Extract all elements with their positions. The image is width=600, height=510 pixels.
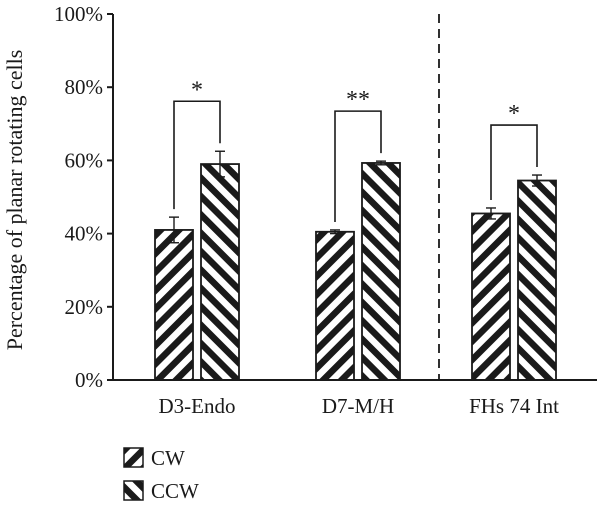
- y-tick-label: 20%: [65, 295, 104, 319]
- significance-bracket: [490, 124, 538, 200]
- y-tick-label: 80%: [65, 75, 104, 99]
- y-tick-label: 40%: [65, 222, 104, 246]
- y-tick-label: 60%: [65, 148, 104, 172]
- significance-bracket: [173, 100, 221, 210]
- plot-area: 0% 20% 40% 60% 80% 100% Percentage of planar r…: [2, 2, 597, 418]
- significance-label: **: [346, 87, 370, 113]
- x-tick-label: FHs 74 Int: [469, 394, 559, 418]
- legend: CW CCW: [123, 446, 199, 503]
- legend-label-ccw: CCW: [151, 479, 199, 503]
- bar-ccw: [517, 179, 557, 381]
- significance-bracket: [334, 110, 382, 222]
- x-tick-label: D7-M/H: [322, 394, 394, 418]
- bar-cw: [315, 230, 355, 381]
- y-axis-label: Percentage of planar rotating cells: [2, 50, 27, 351]
- bar-ccw: [361, 162, 401, 381]
- legend-label-cw: CW: [151, 446, 185, 470]
- significance-label: *: [191, 77, 203, 103]
- y-tick-label: 100%: [54, 2, 103, 26]
- y-tick-label: 0%: [75, 368, 103, 392]
- bar-cw: [471, 212, 511, 381]
- bar-ccw: [200, 163, 240, 381]
- bar-cw: [154, 229, 194, 381]
- legend-swatch-ccw: [123, 480, 144, 501]
- legend-swatch-cw: [123, 447, 144, 468]
- significance-label: *: [508, 101, 520, 127]
- x-tick-label: D3-Endo: [159, 394, 236, 418]
